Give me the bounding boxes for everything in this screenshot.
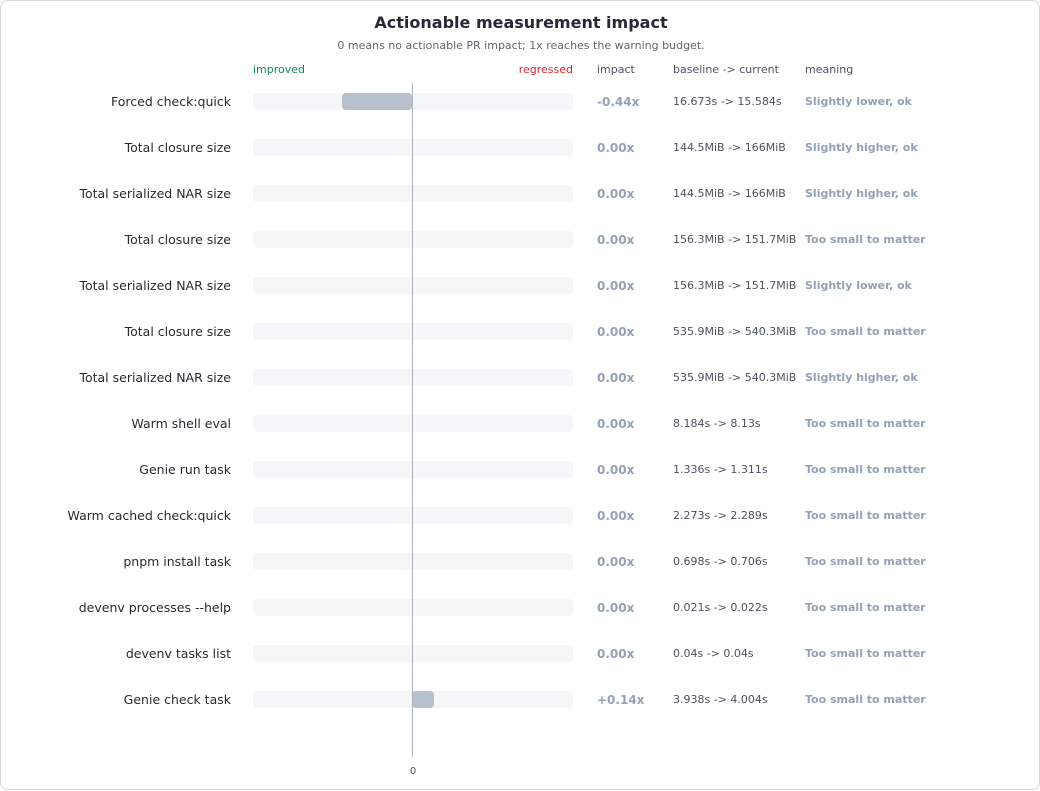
row-label: Forced check:quick — [111, 94, 231, 109]
bar-track — [253, 231, 573, 248]
bar-track — [253, 93, 573, 110]
row-label: Total serialized NAR size — [79, 278, 231, 293]
impact-bar — [341, 93, 412, 110]
chart-row: Total closure size 0.00x 156.3MiB -> 151.7… — [1, 230, 1040, 250]
impact-value: 0.00x — [597, 555, 635, 569]
bar-track — [253, 461, 573, 478]
chart-row: Forced check:quick -0.44x 16.673s -> 15.58… — [1, 92, 1040, 112]
chart-row: pnpm install task 0.00x 0.698s -> 0.706s To… — [1, 552, 1040, 572]
x-tick-label-zero: 0 — [409, 766, 417, 777]
baseline-current-value: 0.04s -> 0.04s — [673, 647, 754, 660]
impact-value: 0.00x — [597, 601, 635, 615]
meaning-text: Slightly lower, ok — [805, 279, 912, 292]
impact-value: 0.00x — [597, 509, 635, 523]
meaning-text: Too small to matter — [805, 233, 926, 246]
meaning-text: Too small to matter — [805, 325, 926, 338]
impact-value: 0.00x — [597, 141, 635, 155]
row-label: devenv processes --help — [78, 600, 231, 615]
baseline-current-value: 0.698s -> 0.706s — [673, 555, 768, 568]
meaning-text: Too small to matter — [805, 509, 926, 522]
header-regressed: regressed — [518, 63, 573, 76]
row-label: Warm cached check:quick — [67, 508, 231, 523]
row-label: Warm shell eval — [131, 416, 231, 431]
bar-track — [253, 139, 573, 156]
chart-row: Warm cached check:quick 0.00x 2.273s -> 2.… — [1, 506, 1040, 526]
bar-track — [253, 369, 573, 386]
bar-track — [253, 415, 573, 432]
impact-value: 0.00x — [597, 325, 635, 339]
row-label: Total closure size — [124, 324, 231, 339]
bar-track — [253, 277, 573, 294]
baseline-current-value: 144.5MiB -> 166MiB — [673, 187, 786, 200]
meaning-text: Slightly higher, ok — [805, 371, 918, 384]
baseline-current-value: 0.021s -> 0.022s — [673, 601, 768, 614]
meaning-text: Too small to matter — [805, 693, 926, 706]
row-label: pnpm install task — [123, 554, 231, 569]
row-label: Total closure size — [124, 232, 231, 247]
chart-row: Total serialized NAR size 0.00x 535.9MiB -… — [1, 368, 1040, 388]
bar-track — [253, 507, 573, 524]
impact-value: -0.44x — [597, 95, 640, 109]
header-baseline-current: baseline -> current — [673, 63, 779, 76]
baseline-current-value: 156.3MiB -> 151.7MiB — [673, 233, 797, 246]
chart-row: Total closure size 0.00x 144.5MiB -> 166Mi… — [1, 138, 1040, 158]
baseline-current-value: 156.3MiB -> 151.7MiB — [673, 279, 797, 292]
bar-track — [253, 645, 573, 662]
baseline-current-value: 535.9MiB -> 540.3MiB — [673, 371, 797, 384]
bar-track — [253, 599, 573, 616]
baseline-current-value: 8.184s -> 8.13s — [673, 417, 761, 430]
row-label: Genie run task — [139, 462, 231, 477]
impact-value: 0.00x — [597, 417, 635, 431]
impact-value: 0.00x — [597, 233, 635, 247]
impact-value: 0.00x — [597, 371, 635, 385]
meaning-text: Slightly higher, ok — [805, 187, 918, 200]
chart-row: Warm shell eval 0.00x 8.184s -> 8.13s Too s… — [1, 414, 1040, 434]
impact-value: 0.00x — [597, 279, 635, 293]
chart-row: Total closure size 0.00x 535.9MiB -> 540.3… — [1, 322, 1040, 342]
chart-row: Total serialized NAR size 0.00x 156.3MiB -… — [1, 276, 1040, 296]
chart-row: Genie check task +0.14x 3.938s -> 4.004s To… — [1, 690, 1040, 710]
meaning-text: Too small to matter — [805, 555, 926, 568]
bar-track — [253, 185, 573, 202]
baseline-current-value: 1.336s -> 1.311s — [673, 463, 768, 476]
row-label: Total closure size — [124, 140, 231, 155]
row-label: devenv tasks list — [125, 646, 231, 661]
chart-row: Genie run task 0.00x 1.336s -> 1.311s Too s… — [1, 460, 1040, 480]
impact-value: 0.00x — [597, 463, 635, 477]
row-label: Total serialized NAR size — [79, 370, 231, 385]
baseline-current-value: 144.5MiB -> 166MiB — [673, 141, 786, 154]
impact-value: +0.14x — [597, 693, 645, 707]
baseline-current-value: 2.273s -> 2.289s — [673, 509, 768, 522]
meaning-text: Too small to matter — [805, 601, 926, 614]
impact-bar — [412, 691, 435, 708]
meaning-text: Slightly higher, ok — [805, 141, 918, 154]
row-label: Total serialized NAR size — [79, 186, 231, 201]
meaning-text: Too small to matter — [805, 647, 926, 660]
baseline-current-value: 535.9MiB -> 540.3MiB — [673, 325, 797, 338]
impact-value: 0.00x — [597, 647, 635, 661]
impact-value: 0.00x — [597, 187, 635, 201]
bar-track — [253, 323, 573, 340]
header-impact: impact — [597, 63, 635, 76]
header-meaning: meaning — [805, 63, 854, 76]
zero-axis-line — [412, 83, 413, 757]
meaning-text: Too small to matter — [805, 463, 926, 476]
bar-track — [253, 553, 573, 570]
chart-subtitle: 0 means no actionable PR impact; 1x reac… — [337, 39, 705, 52]
chart-row: devenv processes --help 0.00x 0.021s -> 0.… — [1, 598, 1040, 618]
baseline-current-value: 16.673s -> 15.584s — [673, 95, 782, 108]
row-label: Genie check task — [123, 692, 231, 707]
chart-row: devenv tasks list 0.00x 0.04s -> 0.04s Too … — [1, 644, 1040, 664]
meaning-text: Slightly lower, ok — [805, 95, 912, 108]
meaning-text: Too small to matter — [805, 417, 926, 430]
chart-row: Total serialized NAR size 0.00x 144.5MiB -… — [1, 184, 1040, 204]
header-improved: improved — [253, 63, 306, 76]
baseline-current-value: 3.938s -> 4.004s — [673, 693, 768, 706]
chart-title: Actionable measurement impact — [374, 13, 668, 32]
